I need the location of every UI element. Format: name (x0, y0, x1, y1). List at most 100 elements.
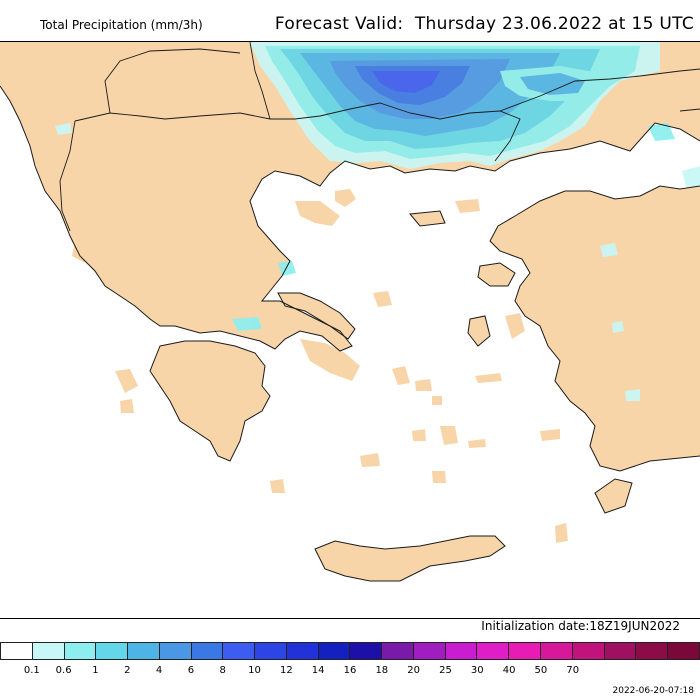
border-coast-east (679, 108, 700, 112)
scale-swatch (223, 642, 256, 660)
scale-label: 10 (248, 665, 261, 676)
crete (315, 536, 505, 581)
precip-cell-anatolia-1 (600, 243, 618, 257)
scale-label: 0.6 (55, 665, 72, 676)
scale-label: 30 (470, 665, 484, 676)
scale-label: 2 (124, 665, 131, 676)
border-turkey-bulgaria (499, 68, 700, 112)
naxos (440, 426, 458, 445)
scale-swatch (128, 642, 160, 660)
chios (468, 316, 490, 346)
scale-label: 25 (439, 665, 452, 676)
precip-cell-east-core (520, 73, 585, 95)
corfu (72, 241, 88, 263)
attica (300, 339, 360, 381)
scale-swatch (445, 642, 478, 660)
precipitation-map[interactable] (0, 41, 700, 619)
scale-swatch (318, 642, 351, 660)
scale-swatch (509, 642, 542, 660)
scale-label: 8 (219, 665, 226, 676)
precip-cell-anatolia-2 (625, 389, 640, 401)
coast-crete (314, 535, 506, 582)
scale-label: 12 (279, 665, 293, 676)
scale-label: 20 (407, 665, 420, 676)
forecast-time: Thursday 23.06.2022 at 15 UTC (414, 14, 694, 34)
precipitation-layer (55, 42, 700, 401)
precip-zone-6 (372, 71, 440, 93)
scale-swatch (0, 642, 33, 660)
init-value: 18Z19JUN2022 (589, 619, 680, 633)
mykonos (432, 396, 442, 405)
scale-swatch (350, 642, 383, 660)
amorgos (468, 439, 486, 448)
generation-timestamp: 2022-06-20-07:18 (612, 686, 695, 696)
samos (505, 313, 525, 339)
precip-cell-anatolia-3 (612, 321, 624, 333)
coast-chios (467, 315, 491, 347)
peloponnese (150, 341, 270, 461)
scale-swatch (572, 642, 605, 660)
coast-peloponnese (149, 340, 271, 462)
scale-swatch (96, 642, 129, 660)
border-greece-north (74, 102, 521, 162)
chalkidiki (295, 201, 340, 226)
initialization-date: Initialization date:18Z19JUN2022 (481, 619, 680, 633)
coast-lesvos (477, 262, 516, 287)
scale-swatch (286, 642, 319, 660)
rhodes (595, 479, 632, 513)
scale-label: 14 (311, 665, 325, 676)
kefalonia (115, 369, 138, 393)
precipitation-color-scale (0, 642, 700, 660)
scale-swatch (32, 642, 65, 660)
map-canvas (0, 42, 700, 618)
milos (360, 453, 380, 467)
kos (540, 429, 560, 441)
zakynthos (120, 399, 134, 413)
scale-swatch (541, 642, 573, 660)
scale-label: 6 (187, 665, 195, 676)
limnos (410, 211, 445, 226)
andros (392, 366, 410, 385)
skyros (373, 291, 392, 307)
scale-label: 40 (502, 665, 516, 676)
coast-euboea (277, 292, 356, 340)
scale-label: 4 (155, 665, 163, 676)
coast-rhodes (594, 478, 633, 514)
border-macedonia (104, 48, 241, 114)
precip-cell-ne (648, 123, 675, 141)
scale-label: 0.1 (23, 665, 40, 676)
scale-label: 1 (92, 665, 99, 676)
euboea (278, 293, 355, 339)
scale-swatch (636, 642, 669, 660)
scale-swatch (382, 642, 414, 660)
coast-mainland (0, 85, 700, 352)
scale-swatch (255, 642, 287, 660)
scale-swatch (64, 642, 97, 660)
scale-label: 18 (375, 665, 389, 676)
paros (412, 429, 426, 441)
precip-cell-pelion (278, 261, 296, 276)
precipitation-scale-labels: 0.1 0.6 1 2 4 6 8 10 12 14 16 18 20 25 30 40 50 70 (0, 665, 700, 679)
tinos (415, 379, 432, 391)
country-borders (59, 42, 700, 232)
scale-label: 16 (343, 665, 357, 676)
karpathos (555, 523, 568, 543)
scale-swatch (413, 642, 446, 660)
scale-label: 50 (534, 665, 548, 676)
forecast-label: Forecast Valid: (274, 14, 404, 34)
forecast-valid: Forecast Valid: Thursday 23.06.2022 at 1… (275, 14, 694, 34)
scale-swatch (159, 642, 192, 660)
border-bulgaria-north (249, 42, 271, 120)
map-title: Total Precipitation (mm/3h) (40, 18, 203, 32)
scale-swatch (668, 642, 700, 660)
scale-swatch (191, 642, 224, 660)
coast-limnos (409, 210, 446, 227)
thira (432, 471, 446, 483)
thasos (335, 189, 356, 207)
ikaria (475, 373, 502, 383)
scale-swatch (477, 642, 510, 660)
samothraki (455, 199, 480, 213)
kythira (270, 479, 285, 493)
coastlines (0, 85, 700, 582)
scale-label: 70 (566, 665, 580, 676)
